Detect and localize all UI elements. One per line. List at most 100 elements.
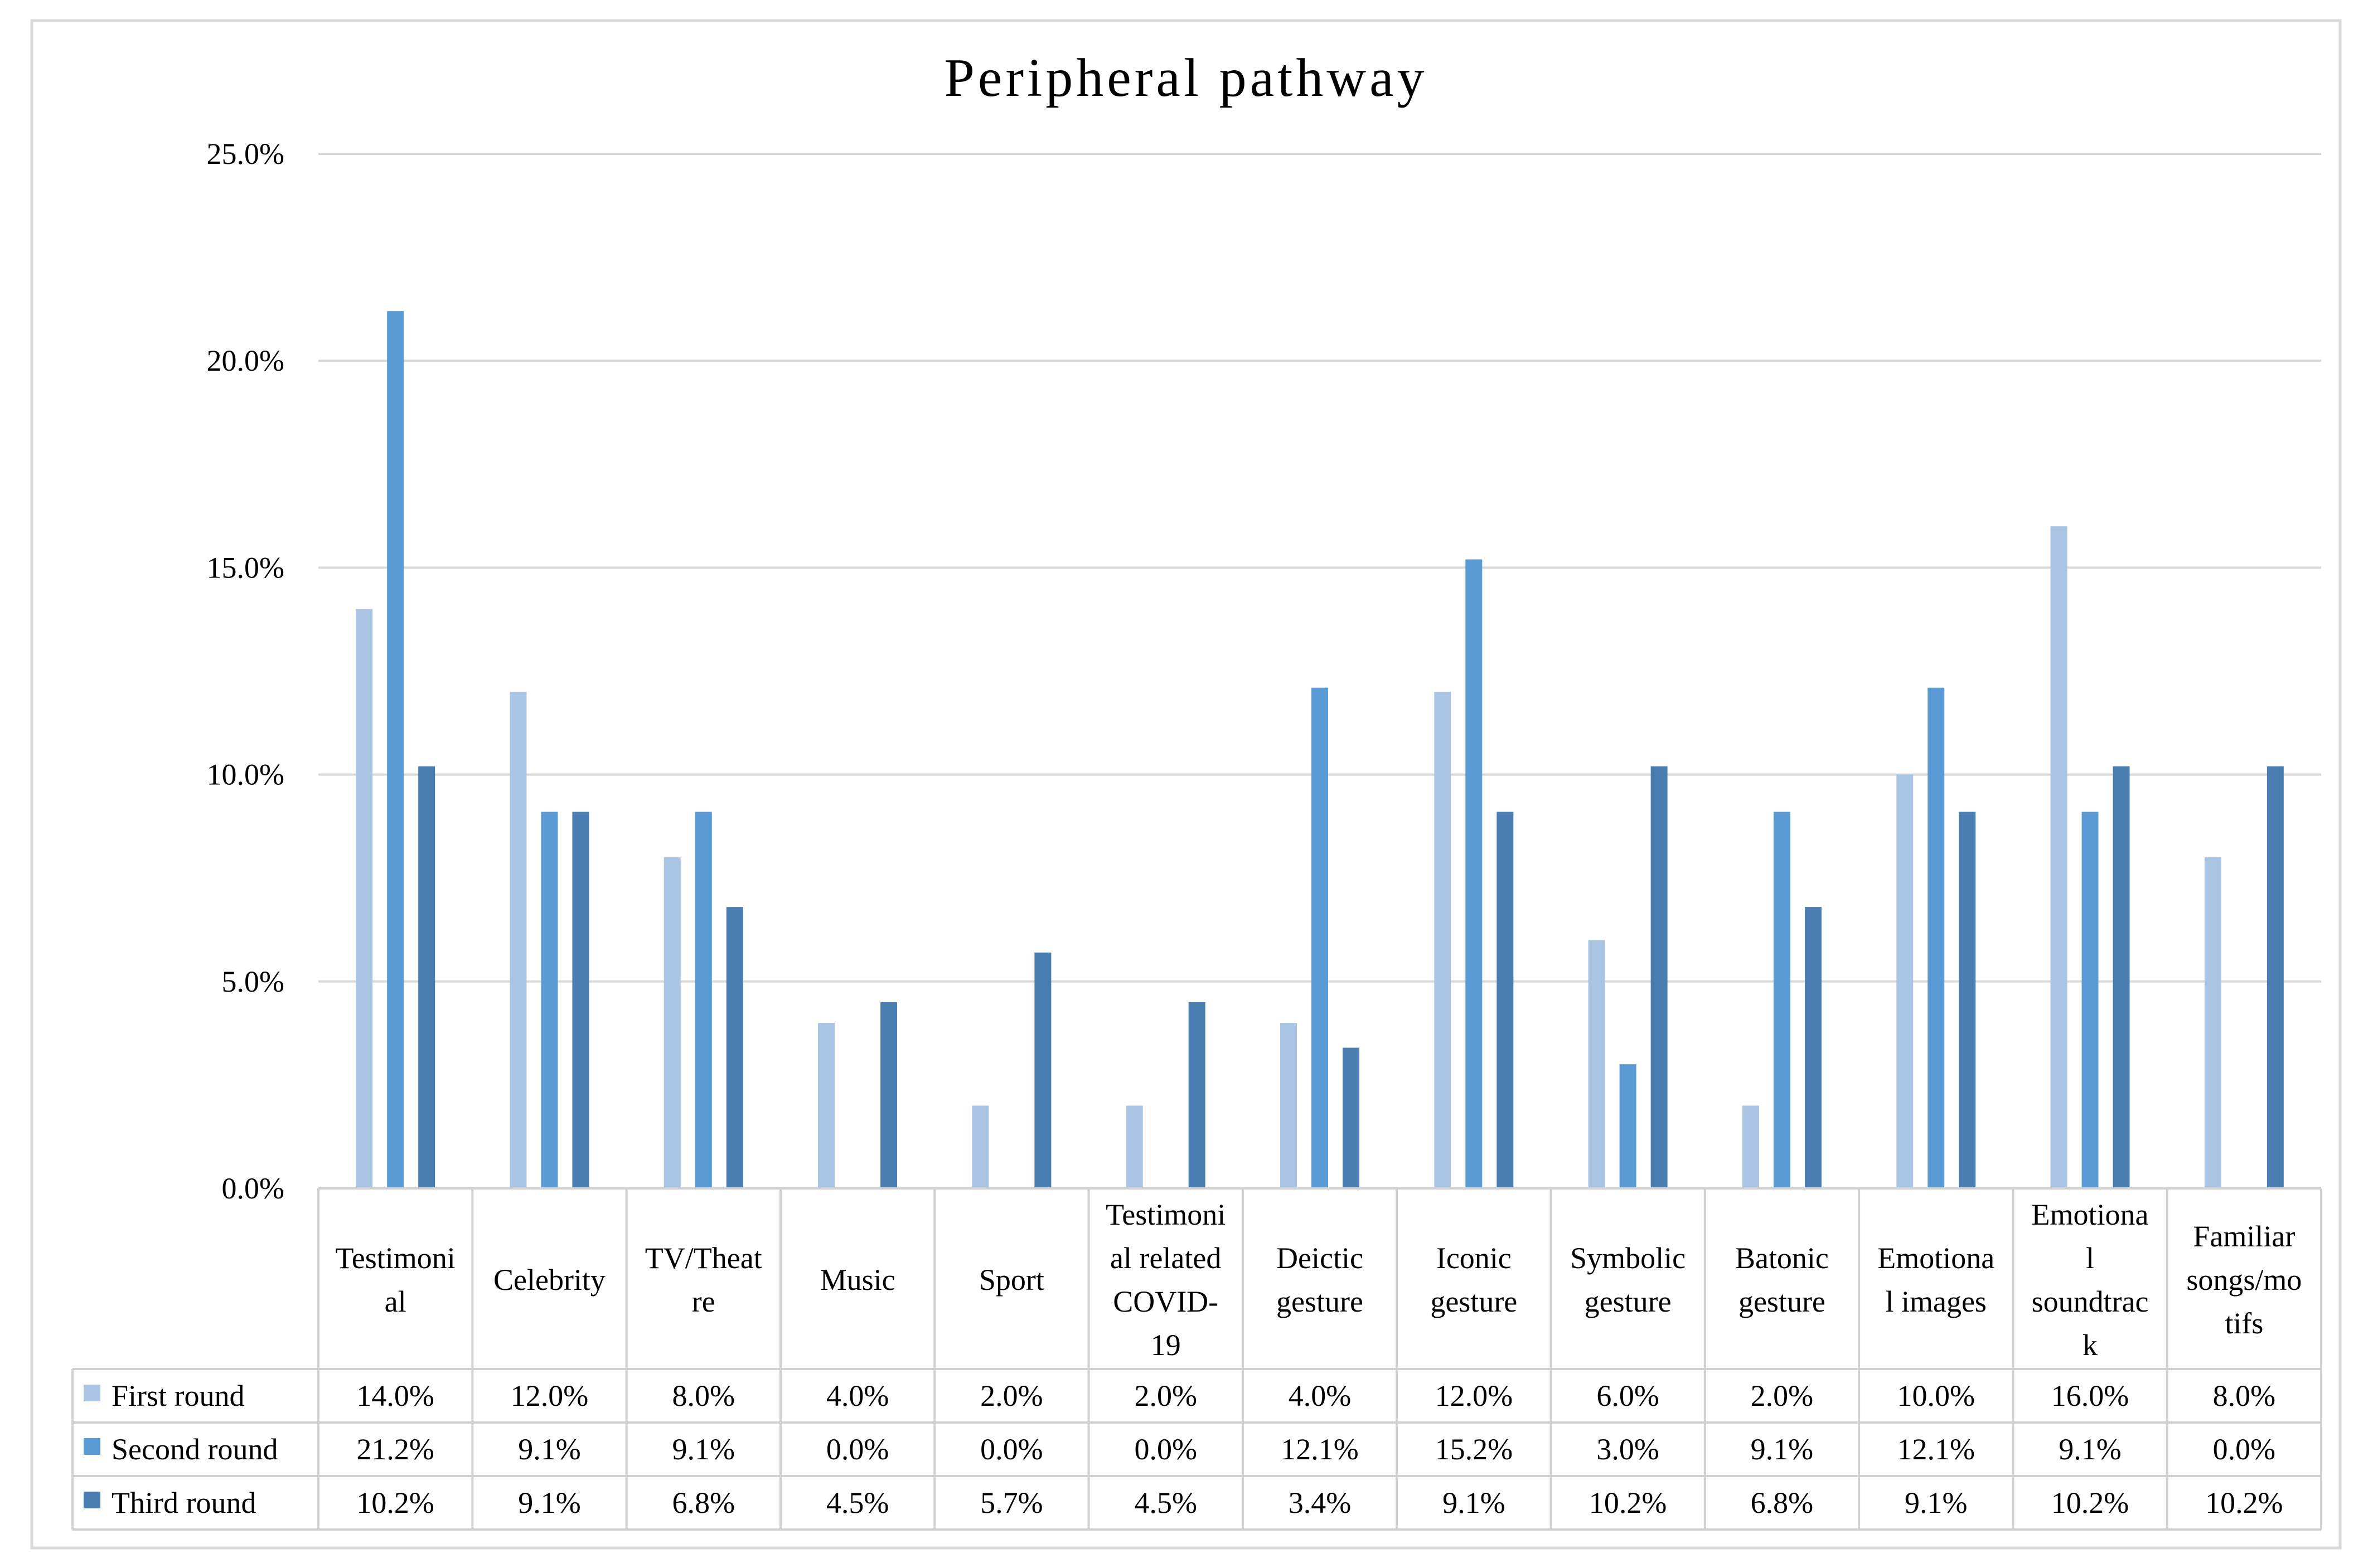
- bar-third-round: [418, 766, 435, 1188]
- data-label: 15.2%: [1435, 1433, 1513, 1466]
- bar-third-round: [1804, 907, 1822, 1188]
- chart-title: Peripheral pathway: [944, 48, 1427, 108]
- data-label: 12.1%: [1281, 1433, 1358, 1466]
- data-label: 10.2%: [1589, 1486, 1667, 1520]
- bar-first-round: [1126, 1105, 1143, 1188]
- x-tick-label: tifs: [2225, 1307, 2263, 1340]
- x-tick-label: gesture: [1738, 1285, 1825, 1318]
- data-label: 9.1%: [1905, 1486, 1967, 1520]
- x-tick-label: Familiar: [2193, 1220, 2295, 1253]
- data-label: 9.1%: [1751, 1433, 1813, 1466]
- legend-label: Second round: [112, 1433, 278, 1466]
- bar-third-round: [572, 812, 589, 1188]
- data-label: 2.0%: [1134, 1379, 1197, 1412]
- bar-third-round: [1034, 952, 1052, 1188]
- bar-first-round: [818, 1023, 835, 1188]
- x-tick-label: Emotiona: [2032, 1198, 2149, 1231]
- x-tick-label: TV/Theat: [645, 1241, 762, 1275]
- data-label: 9.1%: [1442, 1486, 1505, 1520]
- data-label: 9.1%: [518, 1486, 580, 1520]
- data-label: 12.1%: [1897, 1433, 1974, 1466]
- bar-first-round: [1896, 774, 1914, 1188]
- bar-first-round: [356, 609, 373, 1188]
- legend-label: First round: [112, 1379, 245, 1412]
- bar-second-round: [1928, 687, 1945, 1188]
- bar-third-round: [2113, 766, 2130, 1188]
- data-label: 4.0%: [826, 1379, 889, 1412]
- x-tick-label: Testimoni: [336, 1241, 456, 1275]
- x-tick-label: Emotiona: [1877, 1241, 1994, 1275]
- y-tick-label: 0.0%: [222, 1172, 284, 1205]
- bar-second-round: [2081, 812, 2099, 1188]
- y-tick-label: 5.0%: [222, 965, 284, 998]
- bar-third-round: [1343, 1047, 1359, 1188]
- data-label: 12.0%: [511, 1379, 588, 1412]
- x-tick-label: Iconic: [1436, 1241, 1512, 1275]
- bar-second-round: [1311, 687, 1328, 1188]
- data-table: Testimoni al Celebrity TV/Theat re Music Sport…: [71, 1187, 2322, 1531]
- x-tick-label: al: [385, 1285, 406, 1318]
- x-tick-label: re: [692, 1285, 715, 1318]
- data-label: 3.4%: [1289, 1486, 1351, 1520]
- chart-border: [30, 19, 2342, 1550]
- data-label: 6.8%: [1751, 1486, 1813, 1520]
- bar-third-round: [1497, 812, 1514, 1188]
- x-tick-label: Batonic: [1735, 1241, 1829, 1275]
- data-label: 9.1%: [2059, 1433, 2121, 1466]
- x-tick-label: Deictic: [1276, 1241, 1363, 1275]
- data-label: 0.0%: [980, 1433, 1043, 1466]
- x-tick-label: Symbolic: [1570, 1241, 1686, 1275]
- bar-second-round: [1465, 559, 1483, 1188]
- legend-label: Third round: [112, 1486, 256, 1520]
- bar-first-round: [1588, 940, 1605, 1188]
- bar-first-round: [1434, 692, 1451, 1188]
- bar-third-round: [880, 1002, 898, 1188]
- bar-first-round: [2204, 857, 2221, 1188]
- data-label: 21.2%: [356, 1433, 434, 1466]
- data-label: 2.0%: [980, 1379, 1043, 1412]
- data-label: 2.0%: [1751, 1379, 1813, 1412]
- bar-third-round: [726, 907, 743, 1188]
- data-label: 0.0%: [2213, 1433, 2275, 1466]
- data-label: 9.1%: [518, 1433, 580, 1466]
- data-label: 0.0%: [1134, 1433, 1197, 1466]
- bar-third-round: [1959, 812, 1976, 1188]
- y-tick-label: 25.0%: [207, 137, 284, 171]
- y-tick-label: 15.0%: [207, 551, 284, 584]
- data-label: 4.5%: [826, 1486, 889, 1520]
- data-label: 0.0%: [826, 1433, 889, 1466]
- x-tick-label: al related: [1110, 1241, 1221, 1275]
- data-label: 3.0%: [1596, 1433, 1659, 1466]
- legend-swatch: [84, 1438, 100, 1455]
- data-label: 8.0%: [672, 1379, 735, 1412]
- bar-third-round: [1188, 1002, 1205, 1188]
- data-label: 10.2%: [2205, 1486, 2283, 1520]
- data-label: 4.5%: [1134, 1486, 1197, 1520]
- x-tick-label: k: [2083, 1328, 2098, 1362]
- bar-first-round: [1742, 1105, 1759, 1188]
- data-label: 9.1%: [672, 1433, 735, 1466]
- bar-second-round: [387, 311, 404, 1188]
- data-label: 5.7%: [980, 1486, 1043, 1520]
- data-label: 4.0%: [1289, 1379, 1351, 1412]
- x-tick-label: Celebrity: [493, 1263, 606, 1297]
- data-label: 12.0%: [1435, 1379, 1513, 1412]
- bar-first-round: [972, 1105, 989, 1188]
- bar-first-round: [510, 692, 527, 1188]
- x-tick-label: l: [2086, 1241, 2094, 1275]
- bar-second-round: [1619, 1064, 1636, 1188]
- legend-swatch: [84, 1492, 100, 1508]
- data-label: 16.0%: [2051, 1379, 2129, 1412]
- bar-second-round: [541, 812, 558, 1188]
- y-tick-label: 20.0%: [207, 344, 284, 377]
- bar-third-round: [1650, 766, 1668, 1188]
- data-label: 14.0%: [356, 1379, 434, 1412]
- bar-third-round: [2267, 766, 2284, 1188]
- x-tick-label: Sport: [979, 1263, 1044, 1297]
- data-label: 8.0%: [2213, 1379, 2275, 1412]
- data-label: 10.0%: [1897, 1379, 1974, 1412]
- bar-second-round: [1773, 812, 1790, 1188]
- x-tick-label: Music: [820, 1263, 895, 1297]
- x-tick-label: gesture: [1430, 1285, 1517, 1318]
